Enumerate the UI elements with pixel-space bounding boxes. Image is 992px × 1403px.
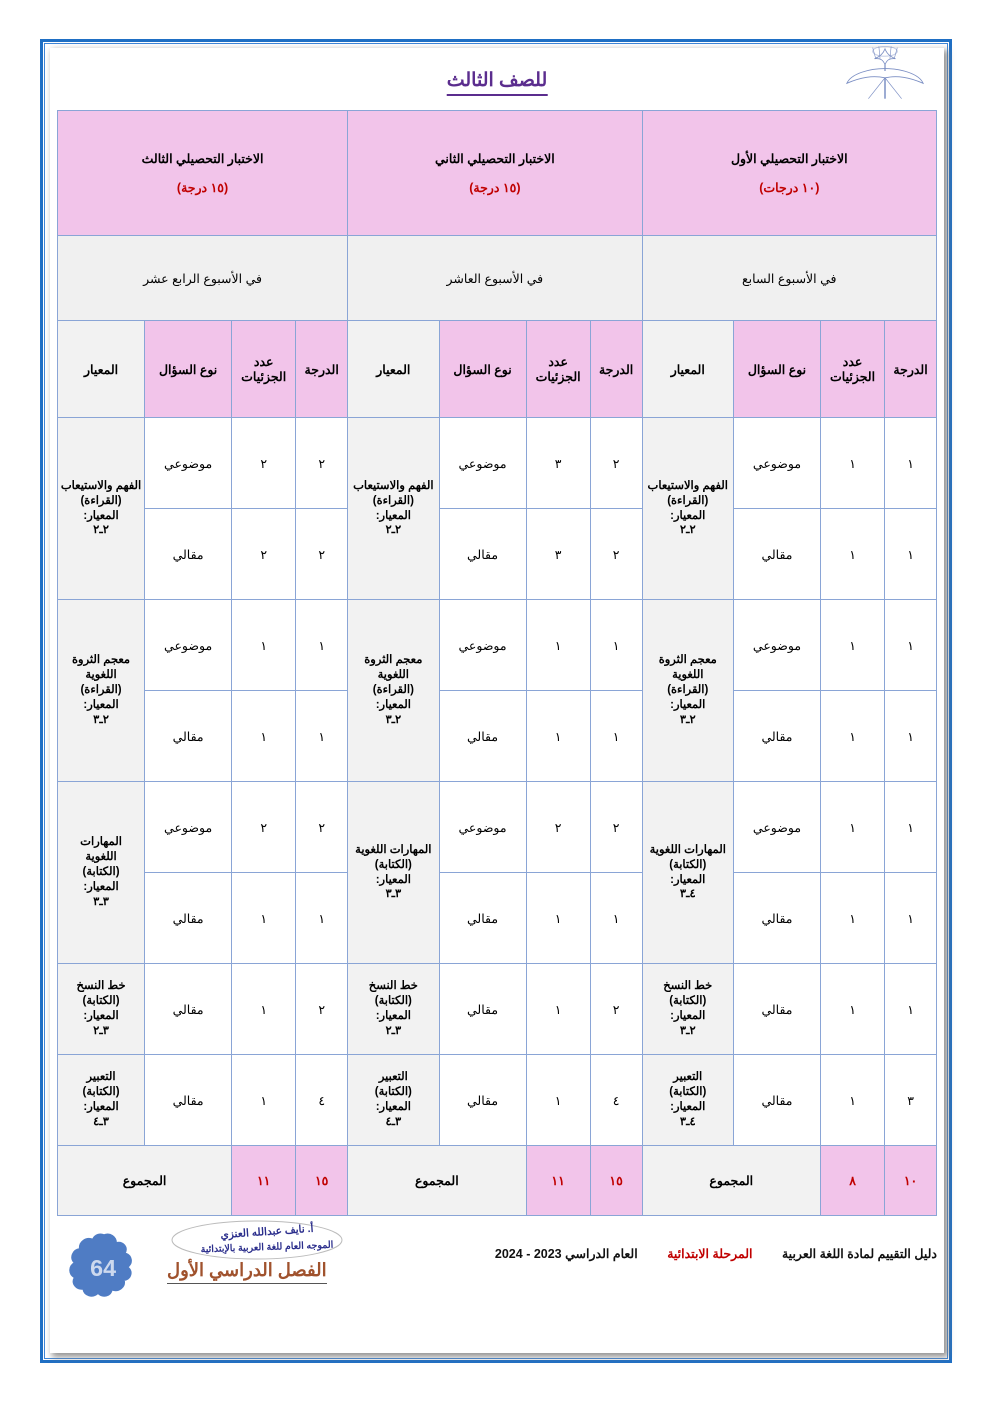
svg-text:64: 64 [90, 1255, 116, 1281]
